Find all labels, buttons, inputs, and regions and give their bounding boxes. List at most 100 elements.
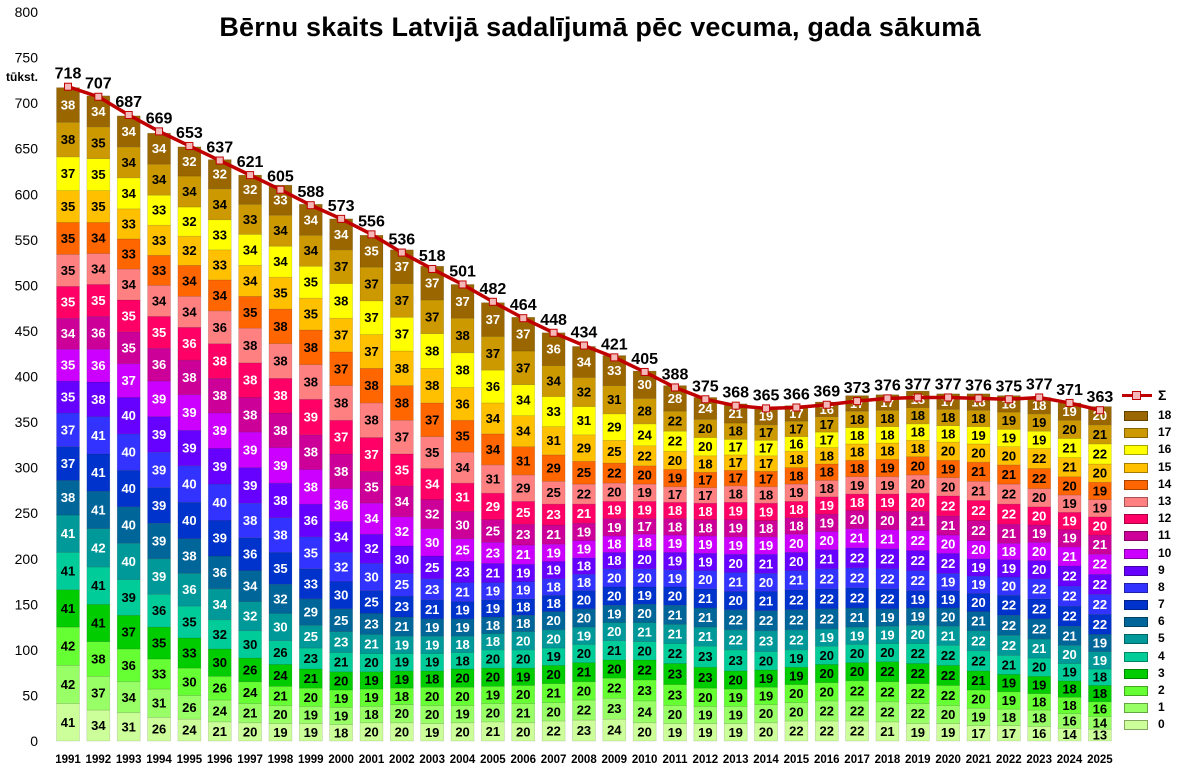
bar-segment <box>905 607 930 626</box>
legend-label: 16 <box>1158 442 1172 457</box>
bar-segment-label: 32 <box>395 524 409 539</box>
bar-segment <box>754 686 778 705</box>
bar-segment-label: 20 <box>516 651 530 666</box>
bar-segment-label: 22 <box>728 632 742 647</box>
bar-segment-label: 19 <box>789 651 803 666</box>
y-tick-label: 650 <box>15 141 39 157</box>
bar-segment-label: 22 <box>546 723 560 738</box>
bar-segment-label: 38 <box>425 378 439 393</box>
bar-segment-label: 21 <box>334 655 348 670</box>
x-tick-label: 1991 <box>55 754 81 766</box>
bar-segment-label: 29 <box>304 605 318 620</box>
bar-segment <box>1088 651 1112 670</box>
bar-segment-label: 35 <box>91 167 105 182</box>
bar-segment-label: 34 <box>182 273 197 288</box>
bar-segment-label: 36 <box>334 497 348 512</box>
bar-segment-label: 20 <box>1002 448 1016 463</box>
bar-segment-label: 20 <box>698 572 712 587</box>
bar-segment <box>359 502 384 535</box>
bar-segment-label: 25 <box>516 505 530 520</box>
bar-segment-label: 19 <box>546 649 560 664</box>
legend-swatch <box>1124 411 1148 421</box>
bar-segment <box>936 665 960 686</box>
bar-segment-label: 22 <box>941 648 955 663</box>
bar-segment-label: 23 <box>364 616 378 631</box>
bar-segment-label: 20 <box>455 724 469 739</box>
bar-segment-label: 39 <box>213 531 227 546</box>
bar-segment-label: 33 <box>121 246 135 261</box>
bar-segment-label: 19 <box>820 630 834 645</box>
bar-segment-label: 23 <box>304 651 318 666</box>
bar-segment <box>784 684 809 704</box>
bar-segment <box>723 536 748 555</box>
total-point <box>701 395 710 404</box>
bar-segment-label: 35 <box>304 545 318 560</box>
bar-segment-label: 19 <box>455 603 469 618</box>
bar-segment-label: 21 <box>1002 657 1016 672</box>
bar-segment <box>693 723 718 742</box>
legend-swatch <box>1124 686 1148 696</box>
bar-segment-label: 20 <box>1002 579 1016 594</box>
bar-segment <box>481 492 505 520</box>
bar-stack: 19 20 21 24 26 30 32 35 38 38 39 38 38 38 38 35 34 34 33 <box>268 184 293 742</box>
bar-segment-label: 17 <box>728 471 742 486</box>
bar-segment-label: 18 <box>546 579 560 594</box>
bar-segment-label: 18 <box>850 445 864 460</box>
x-tick-label: 2023 <box>1026 754 1052 766</box>
bar-segment-label: 20 <box>1093 518 1107 533</box>
x-tick-label: 2000 <box>328 754 354 766</box>
bar-segment-label: 23 <box>698 649 712 664</box>
bar-segment-label: 18 <box>820 448 834 463</box>
bar-segment-label: 37 <box>395 293 409 308</box>
bar-segment <box>784 609 809 631</box>
bar-segment-label: 18 <box>698 520 712 535</box>
bar-segment-label: 22 <box>1093 597 1107 612</box>
bar-segment-label: 24 <box>273 668 288 683</box>
bar-segment-label: 35 <box>61 263 75 278</box>
legend-label: 10 <box>1158 545 1172 560</box>
bar-segment-label: 25 <box>607 444 621 459</box>
bar-segment-label: 26 <box>243 662 257 677</box>
bar-segment <box>754 722 778 742</box>
bar-segment-label: 19 <box>941 592 955 607</box>
bar-segment-label: 21 <box>1062 441 1076 456</box>
bar-segment-label: 20 <box>971 692 985 707</box>
bar-segment-label: 20 <box>1032 562 1046 577</box>
chart-legend: Σ 18 17 16 15 14 13 12 11 10 9 8 7 6 5 4 3 2 1 0 <box>1118 385 1198 734</box>
bar-segment-label: 20 <box>698 439 712 454</box>
bar-segment-label: 38 <box>395 361 409 376</box>
bar-segment-label: 38 <box>91 392 105 407</box>
bar-segment-label: 20 <box>607 485 621 500</box>
bar-segment-label: 21 <box>607 643 621 658</box>
bar-segment-label: 20 <box>516 633 530 648</box>
bar-segment <box>420 333 445 369</box>
total-value-label: 434 <box>571 325 598 342</box>
bar-segment-label: 28 <box>668 391 682 406</box>
bar-segment <box>238 630 262 659</box>
bar-segment-label: 37 <box>395 430 409 445</box>
bar-segment <box>845 700 869 722</box>
bar-segment-label: 34 <box>243 273 258 288</box>
bar-segment <box>663 643 687 664</box>
bar-segment-label: 19 <box>880 461 894 476</box>
bar-segment-label: 20 <box>637 570 651 585</box>
bar-segment-label: 19 <box>577 524 591 539</box>
bar-segment-label: 34 <box>304 243 319 258</box>
bar-segment <box>814 549 839 570</box>
bar-segment-label: 22 <box>759 613 773 628</box>
bar-segment <box>723 470 748 487</box>
bar-segment-label: 35 <box>455 429 469 444</box>
bar-segment-label: 21 <box>1062 628 1076 643</box>
bar-segment-label: 20 <box>941 537 955 552</box>
x-tick-label: 2004 <box>450 754 476 766</box>
bar-segment-label: 19 <box>820 498 834 513</box>
bar-segment-label: 20 <box>789 554 803 569</box>
bar-segment-label: 18 <box>820 481 834 496</box>
bar-segment-label: 21 <box>728 574 742 589</box>
total-value-label: 518 <box>419 248 446 265</box>
bar-segment <box>298 687 323 707</box>
bar-segment-label: 39 <box>152 569 166 584</box>
bar-segment-label: 20 <box>759 653 773 668</box>
bar-segment-label: 38 <box>182 370 196 385</box>
